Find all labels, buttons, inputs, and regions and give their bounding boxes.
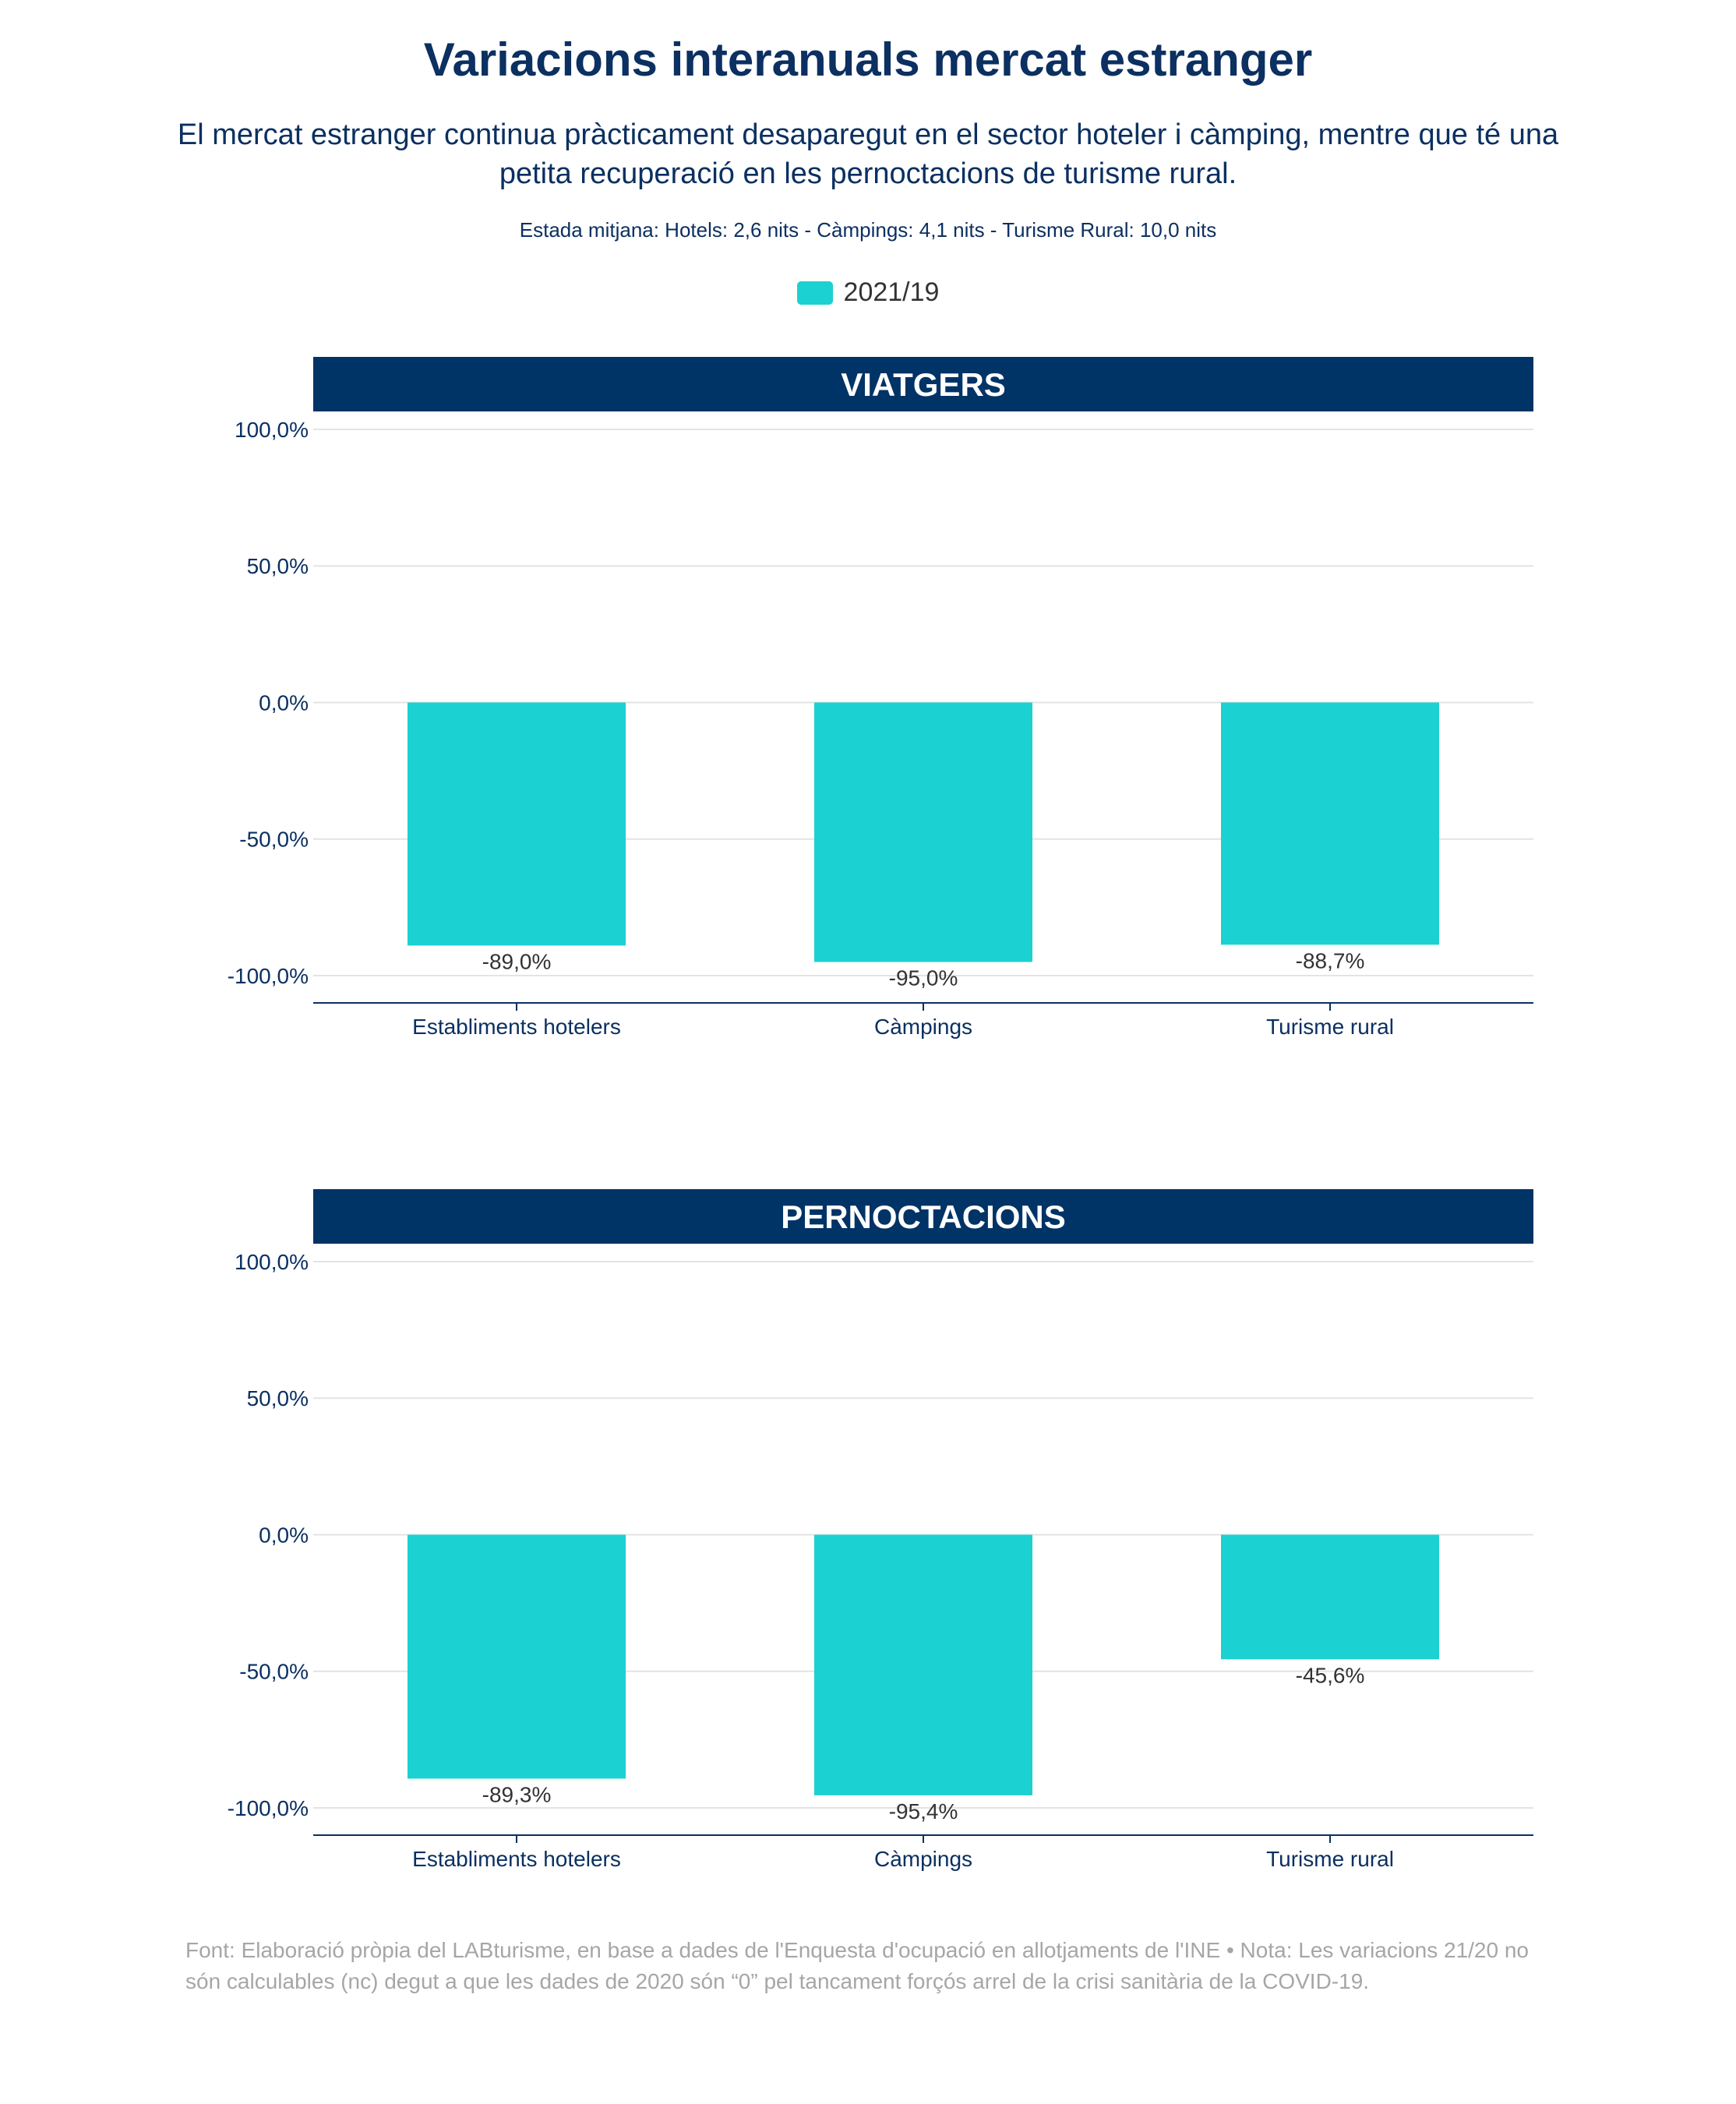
data-label: -88,7% (1296, 948, 1365, 973)
y-tick-label: 50,0% (247, 1386, 309, 1410)
panel-title: VIATGERS (841, 366, 1006, 403)
panel-header-band (313, 1189, 1533, 1244)
bar (814, 1534, 1032, 1795)
x-tick-label: Càmpings (874, 1015, 972, 1039)
chart-title: Variacions interanuals mercat estranger (423, 34, 1313, 86)
y-tick-label: -50,0% (239, 828, 309, 852)
x-tick-label: Càmpings (874, 1847, 972, 1871)
bar (814, 702, 1032, 962)
panel-viatgers: VIATGERS 100,0% 50,0% 0,0% -50,0% -100,0% -89,… (0, 351, 1736, 1099)
y-tick-label: 100,0% (235, 418, 309, 442)
x-tick-label: Establiments hotelers (412, 1015, 621, 1039)
panel-header-band (313, 357, 1533, 411)
y-tick-label: 50,0% (247, 554, 309, 578)
y-tick-label: 0,0% (259, 1523, 309, 1547)
bar (408, 702, 626, 946)
chart-viatgers: VIATGERS 100,0% 50,0% 0,0% -50,0% -100,0% -89,… (228, 357, 1533, 1039)
panel-pernoctacions: PERNOCTACIONS 100,0% 50,0% 0,0% -50,0% -100,0… (0, 1183, 1736, 1931)
legend-swatch (796, 281, 833, 305)
x-tick-label: Establiments hotelers (412, 1847, 621, 1871)
y-tick-label: -50,0% (239, 1660, 309, 1684)
data-label: -89,0% (482, 949, 552, 973)
x-tick-label: Turisme rural (1266, 1847, 1394, 1871)
panel-title: PERNOCTACIONS (781, 1199, 1066, 1235)
y-tick-label: -100,0% (228, 964, 309, 988)
y-tick-label: 0,0% (259, 690, 309, 715)
bar (1221, 702, 1439, 945)
chart-subtitle: El mercat estranger continua pràcticamen… (177, 118, 1559, 190)
data-label: -95,0% (889, 966, 958, 990)
legend: 2021/19 (0, 277, 1736, 308)
y-tick-label: 100,0% (235, 1250, 309, 1274)
bar (408, 1534, 626, 1779)
x-tick-label: Turisme rural (1266, 1015, 1394, 1039)
bar (1221, 1534, 1439, 1660)
data-label: -89,3% (482, 1782, 552, 1806)
chart-pernoctacions: PERNOCTACIONS 100,0% 50,0% 0,0% -50,0% -100,0… (228, 1189, 1533, 1871)
average-stay-note: Estada mitjana: Hotels: 2,6 nits - Càmpi… (519, 218, 1217, 242)
legend-label: 2021/19 (843, 277, 940, 307)
y-tick-label: -100,0% (228, 1796, 309, 1820)
data-label: -45,6% (1296, 1663, 1365, 1687)
source-footnote: Font: Elaboració pròpia del LABturisme, … (185, 1938, 1529, 1993)
data-label: -95,4% (889, 1799, 958, 1823)
